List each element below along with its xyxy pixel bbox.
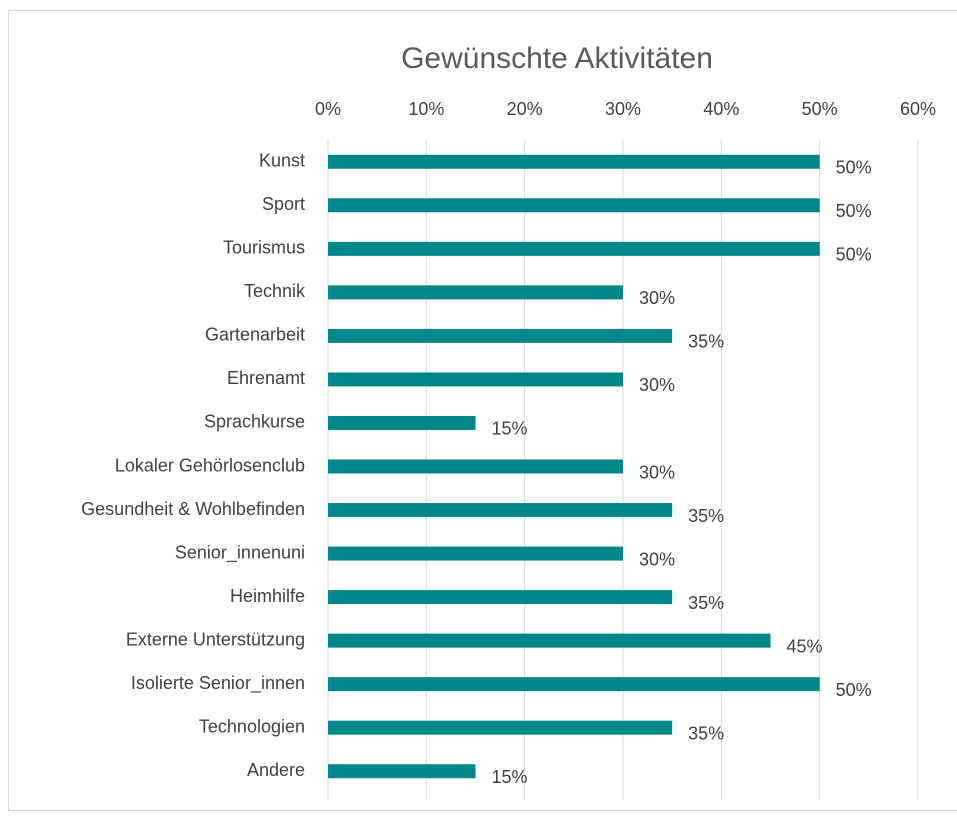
value-label: 45% (787, 636, 823, 656)
y-tick-label: Lokaler Gehörlosenclub (115, 455, 305, 475)
bar (328, 372, 623, 387)
value-label: 35% (688, 506, 724, 526)
bar (328, 241, 820, 256)
x-tick-label: 0% (315, 99, 341, 119)
value-label: 35% (688, 723, 724, 743)
value-label: 50% (836, 201, 872, 221)
y-tick-label: Andere (247, 760, 305, 780)
y-tick-label: Technik (244, 281, 306, 301)
bar (328, 590, 673, 605)
bar (328, 633, 771, 648)
value-label: 50% (836, 245, 872, 265)
bar (328, 415, 476, 430)
bar (328, 546, 623, 561)
bar (328, 198, 820, 213)
y-tick-label: Tourismus (223, 238, 305, 258)
y-tick-label: Senior_innenuni (175, 542, 305, 563)
x-tick-label: 50% (802, 99, 838, 119)
bar (328, 459, 623, 474)
x-tick-label: 30% (605, 99, 641, 119)
y-tick-label: Gartenarbeit (205, 325, 305, 345)
value-label: 30% (639, 375, 675, 395)
x-tick-label: 20% (507, 99, 543, 119)
y-tick-label: Heimhilfe (230, 586, 305, 606)
y-tick-label: Gesundheit & Wohlbefinden (81, 499, 305, 519)
bar (328, 503, 673, 518)
x-tick-label: 40% (703, 99, 739, 119)
value-label: 35% (688, 593, 724, 613)
y-tick-label: Kunst (259, 151, 305, 171)
value-label: 15% (492, 419, 528, 439)
bar (328, 285, 623, 300)
y-tick-label: Externe Unterstützung (126, 629, 305, 649)
value-label: 30% (639, 462, 675, 482)
bar (328, 154, 820, 169)
chart-title: Gewünschte Aktivitäten (401, 42, 713, 75)
bar (328, 677, 820, 692)
value-label: 15% (492, 767, 528, 787)
value-label: 50% (836, 158, 872, 178)
bar (328, 720, 673, 735)
bar (328, 764, 476, 779)
y-tick-label: Ehrenamt (227, 368, 305, 388)
value-label: 30% (639, 288, 675, 308)
y-tick-label: Technologien (199, 716, 305, 736)
y-tick-label: Sprachkurse (204, 412, 305, 432)
value-label: 35% (688, 332, 724, 352)
x-tick-label: 60% (900, 99, 936, 119)
value-label: 50% (836, 680, 872, 700)
y-tick-label: Sport (262, 194, 305, 214)
value-label: 30% (639, 549, 675, 569)
bar (328, 328, 673, 343)
x-tick-label: 10% (408, 99, 444, 119)
y-tick-label: Isolierte Senior_innen (131, 673, 305, 694)
